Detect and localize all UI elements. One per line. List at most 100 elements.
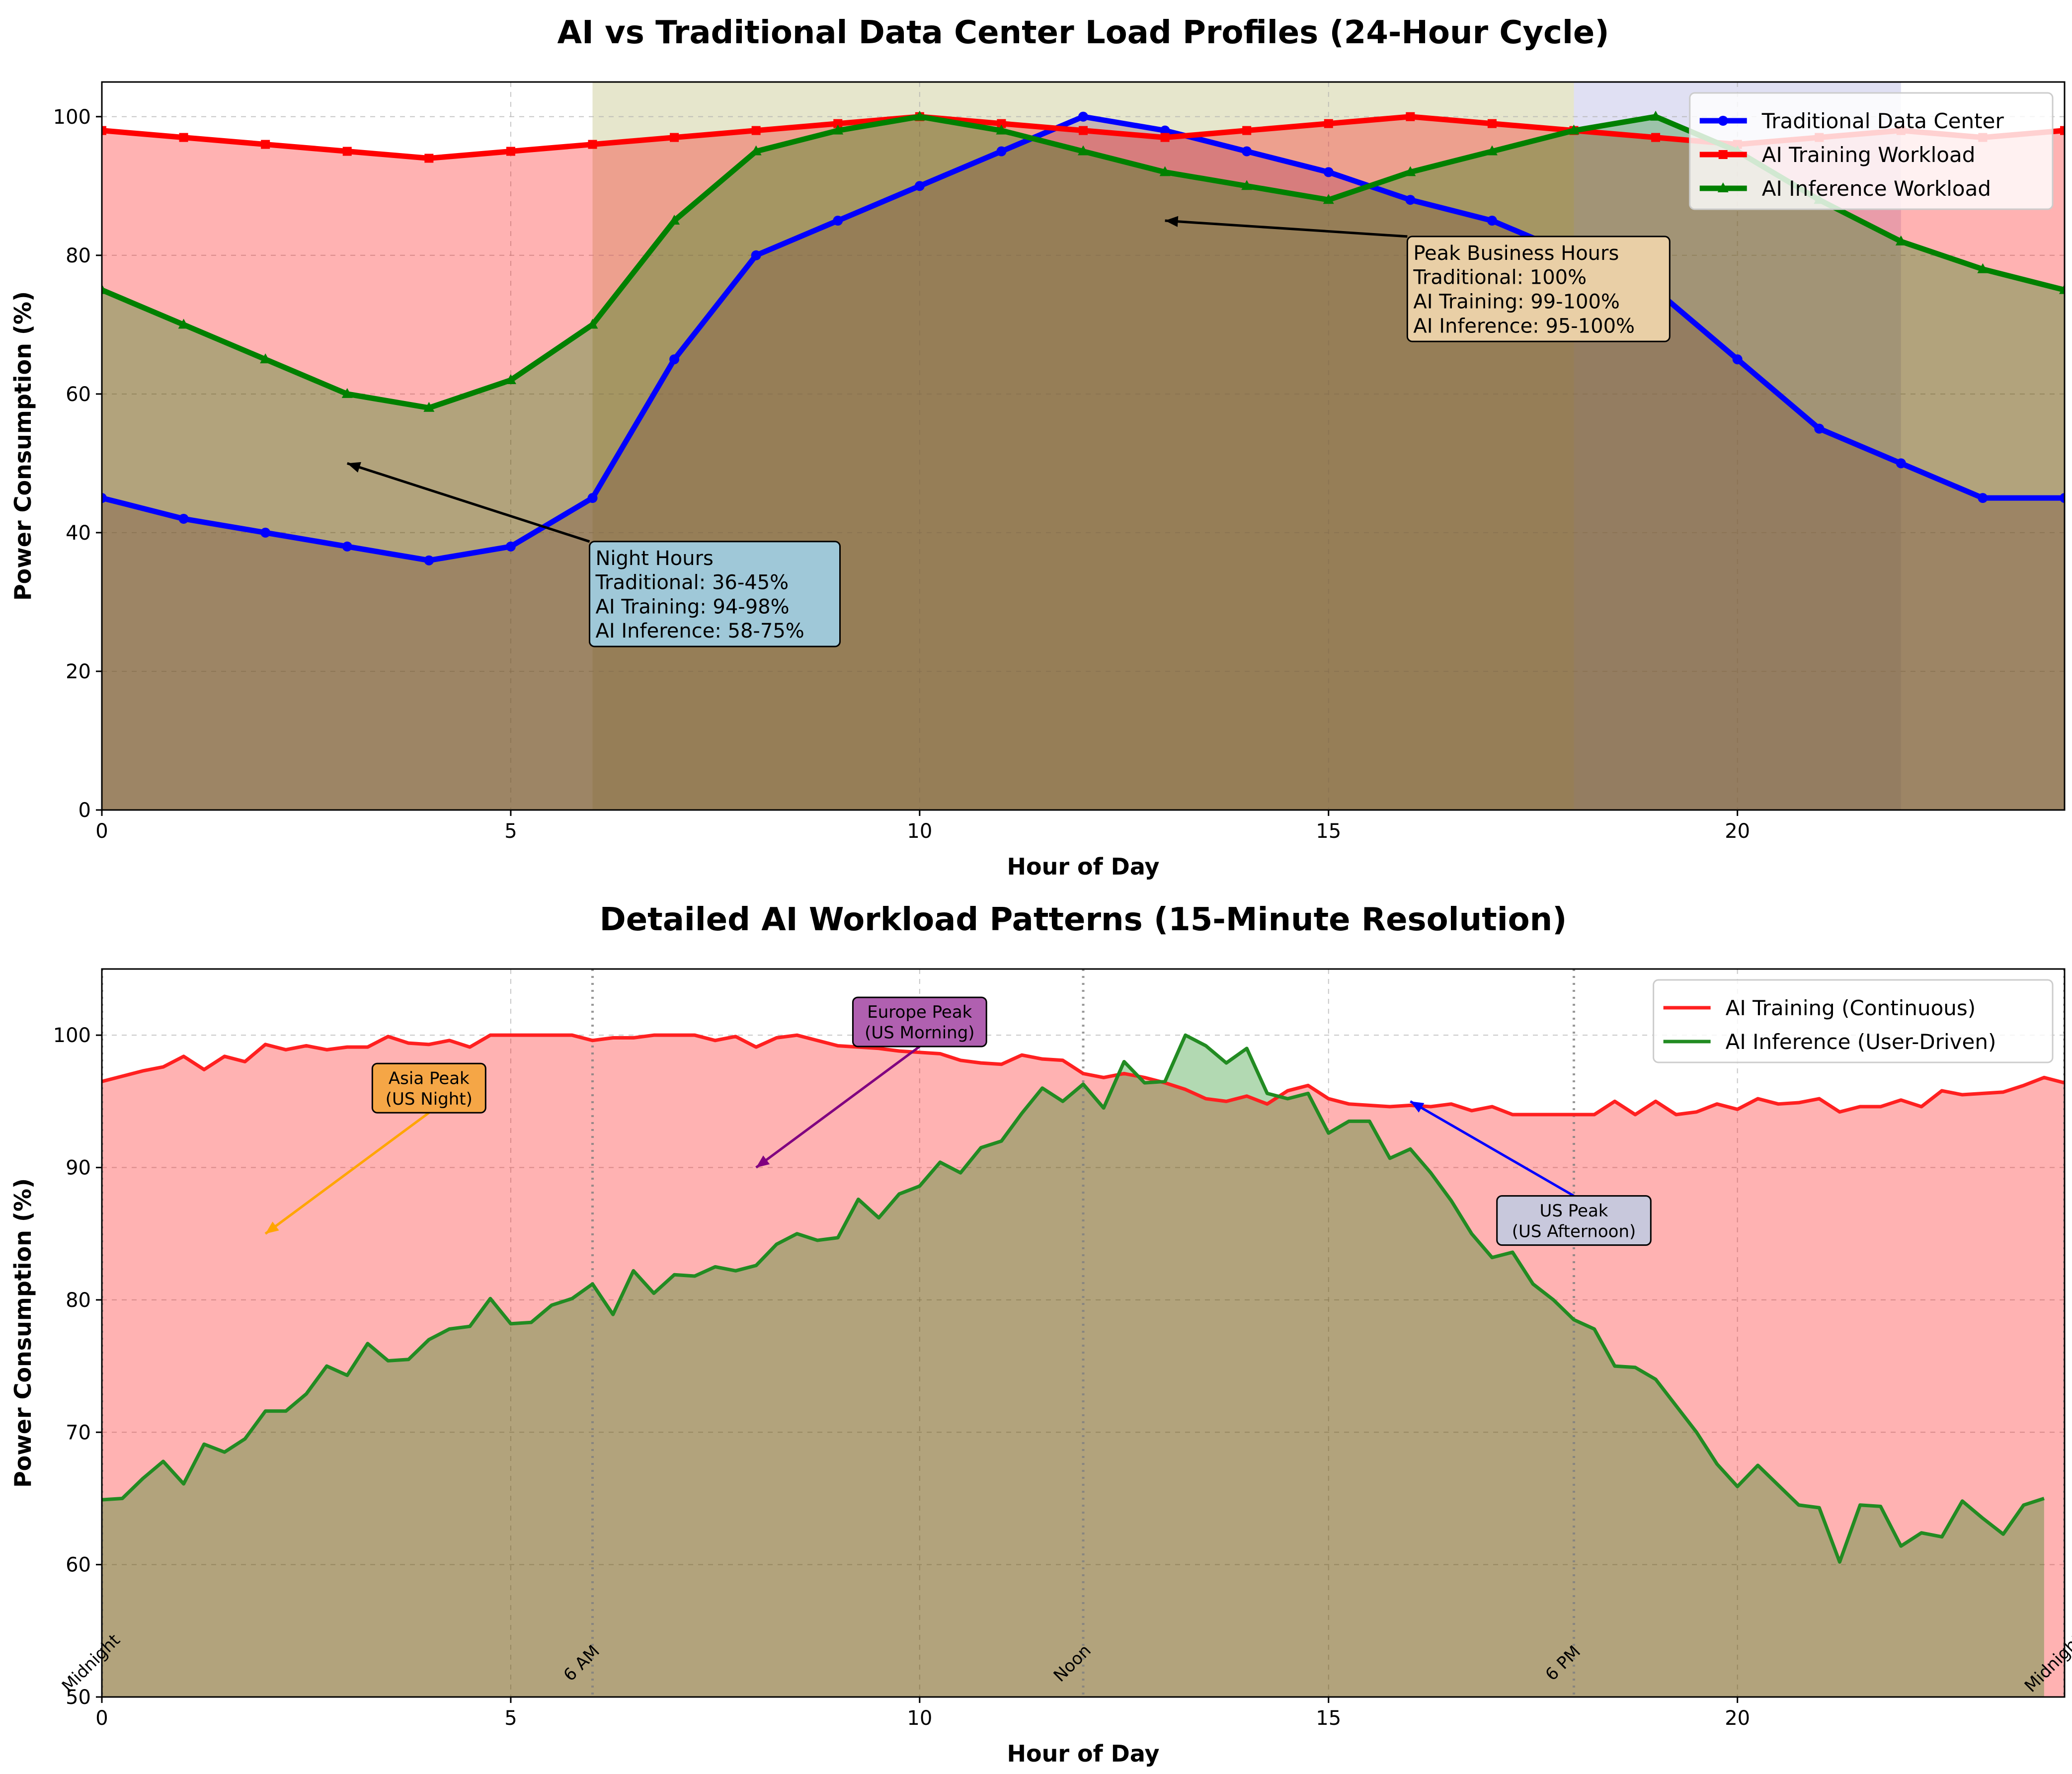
y-tick-label: 60 (66, 1554, 91, 1577)
data-point (1241, 180, 1253, 190)
legend-frame (1653, 979, 2054, 1063)
data-point (342, 147, 352, 156)
data-point (587, 319, 598, 329)
x-tick-label: 5 (504, 820, 517, 843)
data-point (1242, 126, 1252, 135)
y-tick-label: 70 (66, 1421, 91, 1444)
x-tick-label: 10 (907, 820, 932, 843)
annotation-arrowhead (1410, 1101, 1425, 1113)
data-point (102, 493, 107, 503)
annotation-arrowhead (756, 1155, 770, 1168)
x-tick-label: 15 (1316, 820, 1341, 843)
x-tick-label: 20 (1725, 820, 1750, 843)
annotation-text: AI Training: 94-98% (596, 595, 790, 618)
data-point (1814, 423, 1825, 434)
annotation-text: (US Afternoon) (1512, 1221, 1636, 1241)
annotation-arrowhead (347, 462, 361, 473)
x-tick-label: 15 (1316, 1707, 1341, 1730)
y-tick-label: 20 (66, 660, 91, 683)
annotation-arrow (264, 1112, 430, 1235)
axes-frame (101, 968, 2066, 1698)
legend-label: AI Inference (User-Driven) (1726, 1030, 1996, 1054)
chart-load-profiles: AI vs Traditional Data Center Load Profi… (9, 14, 2066, 880)
data-point (506, 147, 515, 156)
annotation-box (1406, 236, 1671, 342)
annotation-text: Traditional: 36-45% (595, 571, 789, 594)
legend-label: Traditional Data Center (1761, 109, 2004, 133)
data-point (832, 124, 844, 135)
y-tick-label: 80 (66, 1289, 91, 1312)
data-point (1487, 119, 1497, 128)
legend-label: AI Training Workload (1762, 143, 1976, 167)
annotation-text: Peak Business Hours (1413, 242, 1619, 265)
data-point (996, 146, 1007, 157)
x-axis-label: Hour of Day (1007, 853, 1160, 880)
annotation-text: Night Hours (596, 547, 714, 570)
data-point (2059, 284, 2065, 294)
data-point (914, 181, 925, 191)
data-point (996, 124, 1007, 135)
annotation-arrow (1165, 219, 1408, 238)
annotation-box (852, 996, 987, 1048)
annotation-europe-peak: Europe Peak(US Morning) (755, 996, 987, 1169)
annotation-us-peak: US Peak(US Afternoon) (1410, 1100, 1652, 1246)
data-point (2060, 126, 2065, 135)
y-tick-label: 0 (79, 799, 91, 822)
data-point (833, 216, 843, 226)
data-point (102, 126, 106, 135)
chart-detailed-ai-workload: Detailed AI Workload Patterns (15-Minute… (9, 901, 2072, 1767)
data-point (342, 541, 352, 552)
data-point (423, 402, 435, 412)
legend-label: AI Inference Workload (1762, 176, 1991, 201)
data-point (505, 541, 516, 552)
data-point (260, 527, 271, 538)
data-point (424, 154, 434, 163)
annotation-arrow (755, 1046, 921, 1169)
data-point (1323, 167, 1334, 177)
data-point (1405, 195, 1416, 205)
series-line-ai-inference-user-driven (102, 1033, 2045, 1564)
data-point (750, 145, 762, 156)
data-point (1079, 126, 1088, 135)
legend: Traditional Data Center AI Training Workl… (1689, 92, 2054, 210)
y-tick-label: 100 (53, 1024, 91, 1047)
x-tick-label: 0 (95, 820, 108, 843)
area-fill-ai-inference-user-driven (102, 1035, 2044, 1697)
annotation-arrowhead (265, 1221, 279, 1234)
data-point (669, 215, 680, 225)
data-point (1160, 133, 1170, 142)
data-point (1568, 124, 1580, 135)
data-point (1732, 354, 1743, 365)
annotation-text: AI Inference: 58-75% (596, 620, 804, 643)
annotation-arrow (1410, 1100, 1575, 1197)
y-axis-label: Power Consumption (%) (9, 1178, 36, 1488)
data-point (505, 374, 516, 384)
data-point (1977, 263, 1989, 273)
legend-frame (1689, 92, 2054, 210)
data-point (997, 119, 1006, 128)
annotation-box (1496, 1195, 1652, 1246)
data-point (1406, 112, 1415, 121)
y-tick-label: 100 (53, 106, 91, 129)
series-line-ai-training-continuous (102, 1033, 2065, 1117)
y-tick-label: 50 (66, 1686, 91, 1709)
annotation-text: (US Morning) (865, 1023, 974, 1043)
annotation-text: (US Night) (386, 1089, 473, 1109)
y-axis-label: Power Consumption (%) (9, 291, 36, 601)
data-point (178, 319, 189, 329)
annotation-arrow (346, 462, 590, 543)
x-tick-label: 5 (504, 1707, 517, 1730)
legend-marker (1718, 116, 1728, 126)
data-point (424, 555, 434, 565)
data-point (1242, 146, 1252, 157)
data-point (179, 133, 188, 142)
data-point (1324, 119, 1333, 128)
legend: AI Training (Continuous) AI Inference (Us… (1653, 979, 2054, 1063)
annotation-text: AI Inference: 95-100% (1413, 315, 1635, 337)
y-tick-label: 40 (66, 522, 91, 545)
x-axis-label: Hour of Day (1007, 1740, 1160, 1767)
annotation-box (589, 541, 841, 647)
data-point (1159, 166, 1171, 176)
